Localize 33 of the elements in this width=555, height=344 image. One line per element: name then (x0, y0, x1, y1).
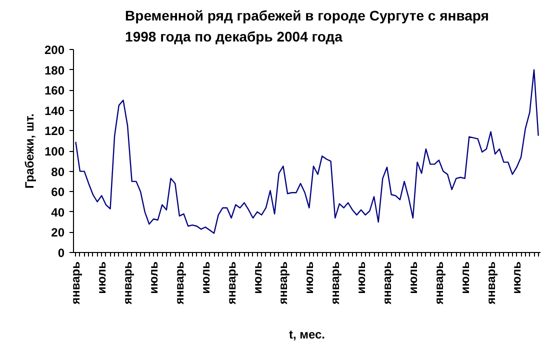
x-tick-label: январь (328, 261, 342, 304)
x-tick-label: июль (510, 262, 524, 294)
x-tick-label: июль (94, 262, 109, 294)
y-tick-label: 180 (44, 63, 65, 78)
x-tick-label: июль (146, 262, 160, 294)
x-tick-label: июль (302, 262, 316, 294)
y-tick-label: 0 (58, 246, 65, 260)
x-tick-label: июль (250, 262, 264, 294)
y-axis-title: Грабежи, шт. (22, 113, 36, 188)
y-tick-label: 40 (51, 205, 65, 220)
x-tick-label: июль (354, 262, 368, 294)
y-tick-label: 60 (51, 185, 65, 200)
chart-title: Временной ряд грабежей в городе Сургуте с января 1998 года по декабрь 2004 года (125, 8, 489, 44)
x-tick-label: июль (198, 262, 212, 294)
x-tick-label: январь (484, 261, 498, 304)
x-tick-label: июль (406, 262, 420, 294)
x-tick-label: июль (458, 262, 472, 294)
x-tick-label: январь (276, 261, 290, 304)
y-tick-label: 20 (51, 226, 65, 240)
x-axis-title: t, мес. (288, 327, 326, 342)
x-tick-label: январь (120, 261, 135, 304)
x-tick-label: январь (432, 261, 446, 304)
line-series (75, 69, 539, 234)
x-tick-label: январь (224, 261, 238, 304)
y-tick-label: 100 (44, 144, 65, 158)
y-tick-label: 200 (44, 43, 65, 57)
y-tick-label: 120 (44, 124, 65, 138)
x-tick-label: январь (380, 261, 394, 304)
x-tick-label: январь (68, 261, 83, 304)
y-tick-label: 140 (44, 104, 65, 118)
x-tick-label: январь (172, 261, 186, 304)
y-tick-label: 160 (44, 84, 65, 98)
y-tick-label: 80 (51, 164, 65, 179)
